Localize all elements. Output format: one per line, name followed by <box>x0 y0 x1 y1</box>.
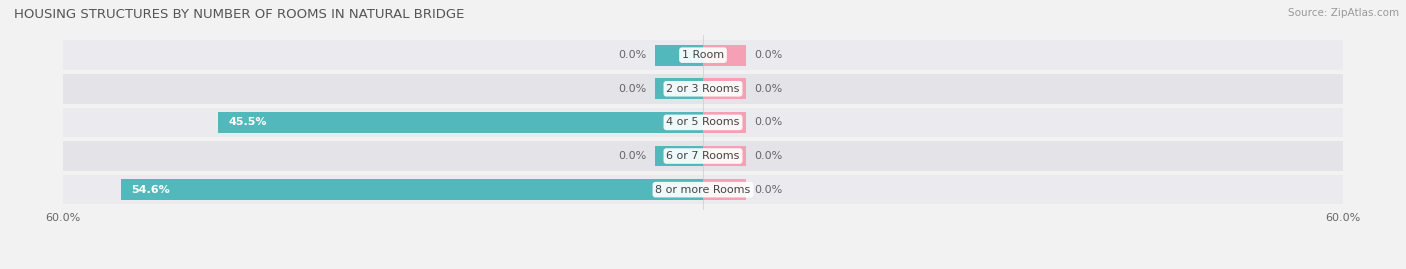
Bar <box>703 45 745 66</box>
Text: 0.0%: 0.0% <box>754 84 782 94</box>
Bar <box>655 146 703 167</box>
Text: 2 or 3 Rooms: 2 or 3 Rooms <box>666 84 740 94</box>
Bar <box>703 112 745 133</box>
Text: 4 or 5 Rooms: 4 or 5 Rooms <box>666 117 740 128</box>
Bar <box>63 74 1343 104</box>
Bar <box>121 179 703 200</box>
Text: 1 Room: 1 Room <box>682 50 724 60</box>
Bar <box>703 146 745 167</box>
Text: 0.0%: 0.0% <box>754 117 782 128</box>
Text: 54.6%: 54.6% <box>132 185 170 195</box>
Bar <box>63 40 1343 70</box>
Text: 0.0%: 0.0% <box>754 50 782 60</box>
Text: HOUSING STRUCTURES BY NUMBER OF ROOMS IN NATURAL BRIDGE: HOUSING STRUCTURES BY NUMBER OF ROOMS IN… <box>14 8 464 21</box>
Bar <box>63 141 1343 171</box>
Text: Source: ZipAtlas.com: Source: ZipAtlas.com <box>1288 8 1399 18</box>
Text: 0.0%: 0.0% <box>754 185 782 195</box>
Bar <box>655 78 703 99</box>
Text: 45.5%: 45.5% <box>229 117 267 128</box>
Text: 0.0%: 0.0% <box>619 50 647 60</box>
Bar <box>218 112 703 133</box>
Bar <box>703 78 745 99</box>
Bar <box>703 179 745 200</box>
Text: 0.0%: 0.0% <box>619 84 647 94</box>
Text: 0.0%: 0.0% <box>754 151 782 161</box>
Text: 8 or more Rooms: 8 or more Rooms <box>655 185 751 195</box>
Bar <box>63 108 1343 137</box>
Bar <box>655 45 703 66</box>
Text: 6 or 7 Rooms: 6 or 7 Rooms <box>666 151 740 161</box>
Text: 0.0%: 0.0% <box>619 151 647 161</box>
Bar <box>63 175 1343 204</box>
